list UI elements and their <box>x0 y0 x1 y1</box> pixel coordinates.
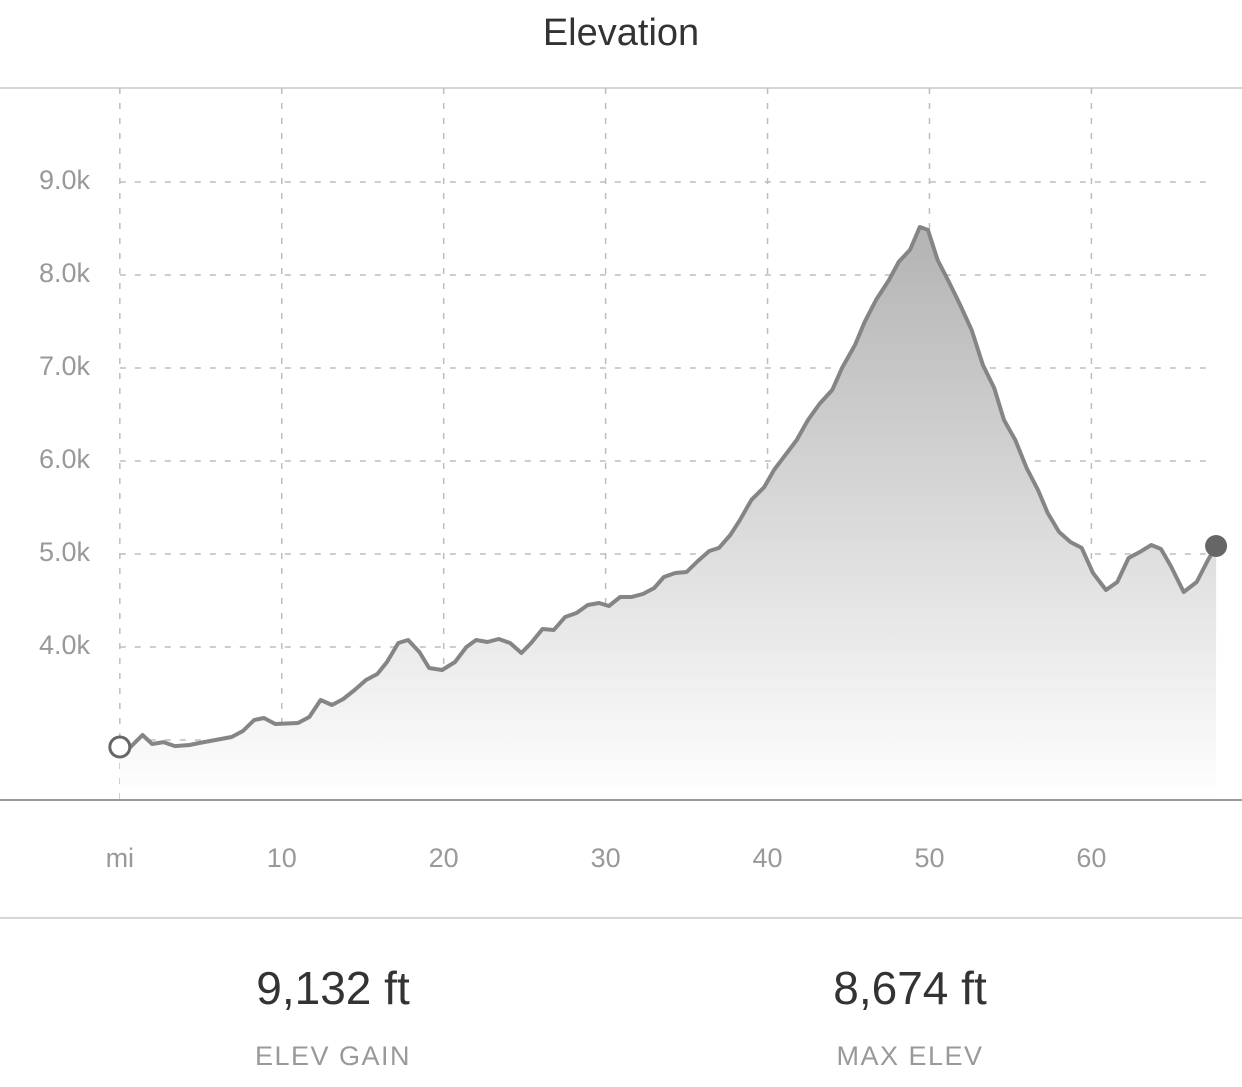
stat-label: ELEV GAIN <box>255 1041 411 1071</box>
x-tick-label: mi <box>106 843 135 873</box>
elevation-line <box>119 225 1218 750</box>
y-tick-label: 9.0k <box>39 165 91 195</box>
y-tick-label: 8.0k <box>39 258 91 288</box>
end-marker <box>1205 534 1228 557</box>
plot: 4.0k 5.0k 6.0k 7.0k 8.0k 9.0k mi 10 20 30 40 50 60 <box>0 88 1242 873</box>
x-tick-label: 30 <box>591 843 621 873</box>
x-tick-label: 10 <box>267 843 297 873</box>
y-tick-label: 5.0k <box>39 537 91 567</box>
y-tick-label: 7.0k <box>39 351 91 381</box>
y-tick-label: 6.0k <box>39 444 91 474</box>
chart-title: Elevation <box>543 12 699 54</box>
x-tick-label: 60 <box>1076 843 1106 873</box>
stat-label: MAX ELEV <box>836 1041 983 1071</box>
area-fill <box>119 227 1217 800</box>
start-marker <box>108 735 132 759</box>
x-tick-label: 20 <box>429 843 459 873</box>
stat-value: 8,674 ft <box>833 962 987 1014</box>
x-tick-label: 40 <box>753 843 783 873</box>
x-tick-label: 50 <box>914 843 944 873</box>
stat-value: 9,132 ft <box>256 962 410 1014</box>
y-tick-label: 4.0k <box>39 630 91 660</box>
